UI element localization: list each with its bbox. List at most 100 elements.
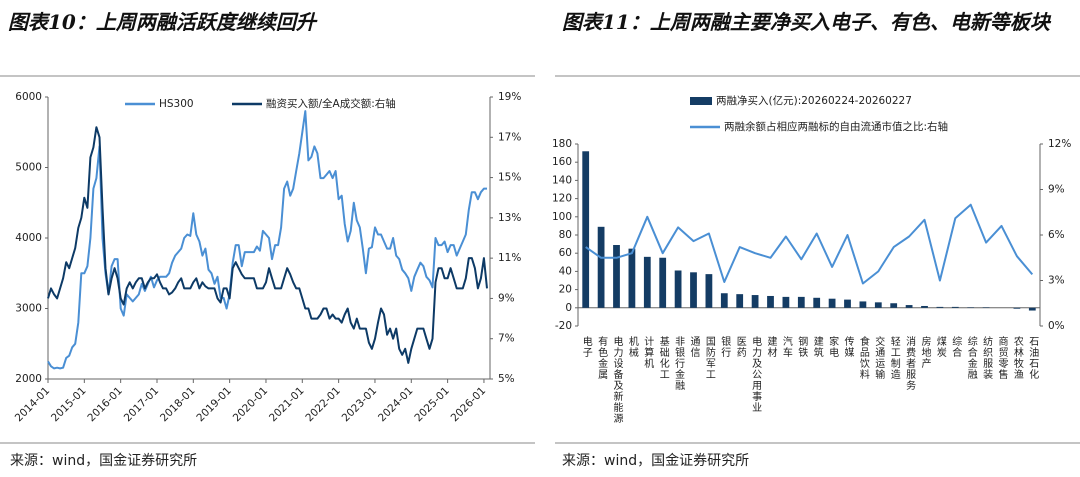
y2-tick-label: 11%: [498, 252, 521, 264]
x-tick-label: 2017-01: [122, 385, 162, 425]
x-tick-label: 汽车: [780, 335, 792, 358]
x-tick-label: 2024-01: [376, 385, 416, 425]
x-tick-label: 机械: [626, 335, 638, 358]
legend-swatch: [690, 97, 712, 105]
y2-tick-label: 19%: [498, 91, 521, 103]
x-tick-label: 家电: [827, 335, 839, 358]
legend-label: 两融余额占相应两融标的自由流通市值之比:右轴: [724, 120, 948, 133]
series-line: [585, 203, 1034, 285]
bar: [797, 296, 805, 308]
y-tick-label: 20: [559, 284, 572, 296]
x-tick-label: 电力设备及新能源: [611, 335, 623, 424]
bar: [813, 297, 821, 308]
y2-tick-label: 12%: [1048, 138, 1071, 150]
y-tick-label: 160: [552, 156, 572, 168]
source-note: 来源：wind，国金证券研究所: [10, 453, 198, 469]
y-tick-label: -20: [555, 320, 572, 332]
chart-title: 图表11：上周两融主要净买入电子、有色、电新等板块: [562, 10, 1050, 34]
y2-tick-label: 15%: [498, 172, 521, 184]
x-tick-label: 2020-01: [231, 385, 271, 425]
bar: [736, 294, 744, 308]
x-tick-label: 农林牧渔: [1011, 335, 1023, 380]
x-tick-label: 建材: [765, 335, 777, 358]
x-tick-label: 2022-01: [303, 385, 343, 425]
x-tick-label: 电力及公用事业: [750, 335, 762, 413]
bar: [936, 306, 944, 308]
bar: [859, 301, 867, 308]
x-tick-label: 交通运输: [873, 335, 885, 380]
legend-label: 两融净买入(亿元):20260224-20260227: [716, 94, 912, 107]
y2-tick-label: 7%: [498, 333, 515, 345]
x-tick-label: 商贸零售: [996, 335, 1008, 380]
bar: [720, 293, 728, 308]
x-tick-label: 2021-01: [267, 385, 307, 425]
bar: [828, 298, 836, 308]
bar: [628, 248, 636, 308]
bar: [705, 274, 713, 308]
bar: [643, 256, 651, 308]
x-tick-label: 基础化工: [657, 335, 669, 380]
bar: [782, 296, 790, 308]
x-tick-label: 电子: [580, 335, 592, 358]
x-tick-label: 有色金属: [596, 335, 608, 380]
bar: [905, 305, 913, 308]
y-tick-label: 0: [565, 302, 572, 314]
y2-tick-label: 13%: [498, 212, 521, 224]
y-tick-label: 140: [552, 174, 572, 186]
bar: [690, 272, 697, 308]
bar: [874, 302, 882, 308]
x-tick-label: 2026-01: [449, 385, 489, 425]
x-tick-label: 石油石化: [1027, 336, 1039, 380]
x-tick-label: 建筑: [811, 335, 823, 358]
series-line: [47, 126, 488, 364]
x-tick-label: 食品饮料: [857, 335, 869, 380]
bar: [613, 245, 620, 308]
x-tick-label: 2016-01: [85, 385, 125, 425]
y-tick-label: 180: [552, 138, 572, 150]
y-tick-label: 2000: [15, 373, 42, 385]
series-line: [47, 110, 487, 370]
y-tick-label: 40: [559, 265, 572, 277]
x-tick-label: 非银行金融: [673, 336, 685, 391]
bar: [674, 270, 682, 308]
y-tick-label: 5000: [15, 162, 42, 174]
y-tick-label: 80: [559, 229, 572, 241]
source-note: 来源：wind，国金证券研究所: [562, 453, 750, 469]
y-tick-label: 100: [552, 211, 572, 223]
x-tick-label: 房地产: [919, 335, 931, 369]
y2-tick-label: 9%: [1048, 184, 1065, 196]
y-tick-label: 4000: [15, 232, 42, 244]
x-tick-label: 2014-01: [13, 385, 53, 425]
y-tick-label: 3000: [15, 303, 42, 315]
x-tick-label: 综合金融: [965, 335, 977, 380]
x-tick-label: 消费者服务: [904, 335, 916, 391]
bar: [951, 306, 959, 308]
chart-title: 图表10：上周两融活跃度继续回升: [8, 10, 316, 34]
bar: [1013, 307, 1021, 309]
y2-tick-label: 3%: [1048, 275, 1065, 287]
x-tick-label: 医药: [734, 336, 746, 358]
x-tick-label: 2015-01: [49, 385, 89, 425]
legend-label: 融资买入额/全A成交额:右轴: [266, 97, 396, 110]
x-tick-label: 计算机: [642, 335, 654, 369]
charts: 2000 3000 4000 5000 6000 5% 7% 9% 11% 13% 15% 17% 19…: [0, 75, 1080, 444]
x-tick-label: 综合: [950, 335, 962, 358]
y-tick-label: 120: [552, 193, 572, 205]
x-tick-label: 银行: [719, 335, 731, 358]
bar: [844, 299, 851, 308]
bar: [890, 303, 898, 308]
x-tick-label: 煤炭: [934, 335, 946, 358]
x-tick-label: 2019-01: [194, 385, 234, 425]
x-tick-label: 通信: [688, 336, 700, 358]
x-tick-label: 2023-01: [340, 385, 380, 425]
x-tick-label: 2018-01: [158, 385, 198, 425]
y2-tick-label: 6%: [1048, 229, 1065, 241]
bar: [659, 257, 667, 308]
x-tick-label: 轻工制造: [888, 335, 900, 380]
bar: [921, 305, 928, 308]
bar: [582, 151, 590, 308]
x-tick-label: 纺织服装: [981, 335, 993, 380]
x-tick-label: 传媒: [842, 336, 854, 358]
x-tick-label: 国防军工: [703, 336, 715, 380]
